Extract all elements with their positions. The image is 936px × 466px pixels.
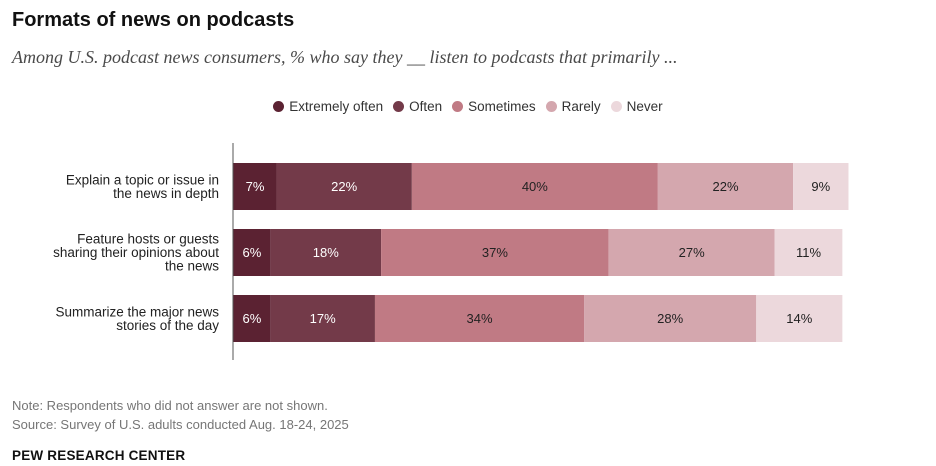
category-label-line: Explain a topic or issue in: [66, 172, 219, 187]
data-label: 22%: [712, 179, 738, 194]
bar-segment-rarely: [584, 295, 757, 342]
data-label: 9%: [811, 179, 830, 194]
pew-research-center-logo: PEW RESEARCH CENTER: [12, 448, 186, 463]
data-label: 7%: [246, 179, 265, 194]
legend-swatch: [452, 101, 464, 112]
legend-label: Rarely: [561, 99, 601, 114]
data-label: 22%: [331, 179, 357, 194]
bar-segment-often: [270, 295, 375, 342]
category-label: Explain a topic or issue in the news in d…: [66, 172, 219, 201]
bar-segment-often: [276, 163, 412, 210]
chart-subtitle: Among U.S. podcast news consumers, % who…: [12, 47, 678, 67]
legend-item: Sometimes: [452, 99, 536, 114]
data-label: 34%: [466, 311, 492, 326]
legend-swatch: [545, 101, 557, 112]
bar-segment-never: [774, 229, 843, 276]
bar-segment-never: [793, 163, 849, 210]
data-label: 28%: [657, 311, 683, 326]
bar-segment-extremely-often: [233, 229, 271, 276]
chart-legend: Extremely often Often Sometimes Rarely Never: [0, 99, 936, 114]
bar-segment-extremely-often: [233, 295, 271, 342]
data-label: 27%: [679, 245, 705, 260]
stacked-bar-chart: Explain a topic or issue in the news in d…: [53, 143, 849, 360]
category-label-line: the news in depth: [113, 186, 219, 201]
category-label: Feature hosts or guests sharing their opi…: [53, 232, 219, 274]
data-label: 18%: [313, 245, 339, 260]
legend-item: Never: [610, 99, 663, 114]
legend-label: Often: [409, 99, 443, 114]
legend-item: Often: [393, 99, 442, 114]
category-label-line: stories of the day: [116, 318, 219, 333]
legend-swatch: [273, 101, 285, 112]
bar-segment-rarely: [608, 229, 775, 276]
category-label-line: the news: [165, 259, 219, 274]
bar-segment-often: [270, 229, 382, 276]
data-label: 11%: [796, 245, 821, 260]
category-label-line: sharing their opinions about: [53, 245, 219, 260]
chart-title: Formats of news on podcasts: [12, 9, 295, 31]
data-label: 17%: [310, 311, 336, 326]
legend-label: Never: [626, 99, 663, 114]
bar-segment-sometimes: [411, 163, 658, 210]
bar-segment-extremely-often: [233, 163, 277, 210]
legend-swatch: [610, 101, 622, 112]
legend-label: Sometimes: [468, 99, 536, 114]
chart-note: Note: Respondents who did not answer are…: [12, 398, 328, 413]
category-label: Summarize the major news stories of the d…: [55, 304, 219, 333]
bar-segment-never: [756, 295, 843, 342]
bar-segment-sometimes: [381, 229, 609, 276]
chart-source: Source: Survey of U.S. adults conducted …: [12, 417, 349, 432]
data-label: 14%: [786, 311, 812, 326]
data-label: 40%: [522, 179, 548, 194]
category-label-line: Feature hosts or guests: [77, 232, 219, 247]
legend-item: Rarely: [545, 99, 601, 114]
data-label: 6%: [243, 245, 262, 260]
bar-segment-rarely: [657, 163, 794, 210]
data-label: 6%: [243, 311, 262, 326]
legend-swatch: [393, 101, 405, 112]
legend-item: Extremely often: [273, 99, 383, 114]
bar-segment-sometimes: [374, 295, 585, 342]
legend-label: Extremely often: [289, 99, 384, 114]
category-label-line: Summarize the major news: [55, 304, 219, 319]
data-label: 37%: [482, 245, 508, 260]
